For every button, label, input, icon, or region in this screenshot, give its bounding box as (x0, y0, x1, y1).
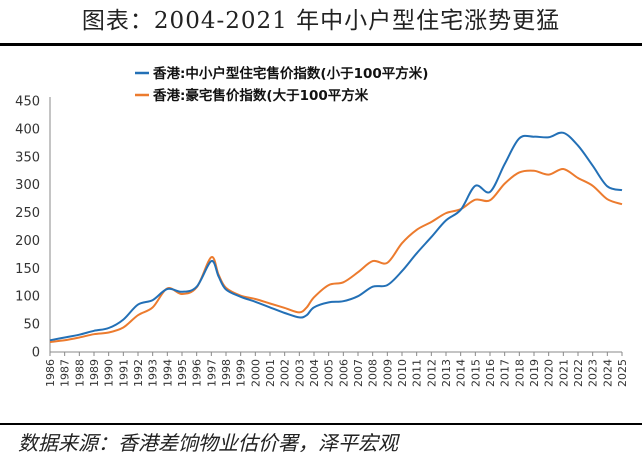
x-tick-label: 1998 (220, 359, 233, 387)
y-tick-label: 300 (15, 178, 40, 193)
x-tick-label: 2004 (308, 359, 321, 387)
y-tick-label: 150 (15, 262, 40, 277)
x-tick-label: 2009 (381, 359, 394, 387)
x-tick-label: 2000 (249, 359, 262, 387)
page-title: 图表：2004-2021 年中小户型住宅涨势更猛 (81, 8, 561, 34)
x-tick-label: 2010 (396, 359, 409, 387)
x-tick-label: 2017 (499, 359, 512, 387)
x-tick-label: 2016 (484, 359, 497, 387)
y-tick-label: 350 (15, 150, 40, 165)
x-tick-label: 2014 (455, 359, 468, 387)
x-tick-label: 2006 (337, 359, 350, 387)
source-note: 数据来源：香港差饷物业估价署，泽平宏观 (18, 431, 398, 455)
x-tick-label: 1987 (59, 359, 72, 387)
y-axis: 0 50 100 150 200 250 300 350 400 450 (15, 95, 51, 361)
x-tick-label: 2023 (587, 359, 600, 387)
x-tick-label: 1996 (191, 359, 204, 387)
series-lines (49, 131, 623, 343)
x-tick-label: 1995 (176, 359, 189, 387)
x-tick-label: 1990 (103, 359, 116, 387)
x-tick-label: 2002 (279, 359, 292, 387)
series-line-small-unit (49, 131, 623, 342)
x-tick-label: 2008 (367, 359, 380, 387)
x-tick-label: 1991 (117, 359, 130, 387)
x-tick-label: 2025 (616, 359, 629, 387)
y-tick-label: 0 (32, 346, 40, 361)
x-tick-label: 2011 (411, 359, 424, 387)
x-tick-label: 2001 (264, 359, 277, 387)
x-tick-label: 2020 (543, 359, 556, 387)
x-tick-label: 1999 (235, 359, 248, 387)
x-tick-label: 1997 (205, 359, 218, 387)
x-tick-label: 2022 (572, 359, 585, 387)
legend-label: 香港:中小户型住宅售价指数(小于100平方米) (152, 65, 428, 82)
y-tick-label: 100 (15, 290, 40, 305)
x-tick-label: 1986 (44, 359, 57, 387)
x-tick-label: 2019 (528, 359, 541, 387)
x-tick-label: 2024 (601, 359, 614, 387)
x-tick-label: 2018 (513, 359, 526, 387)
series-line-luxury (49, 167, 623, 343)
x-tick-label: 2015 (469, 359, 482, 387)
x-tick-label: 2021 (557, 359, 570, 387)
x-tick-label: 1993 (147, 359, 160, 387)
x-tick-label: 1988 (73, 359, 86, 387)
y-tick-label: 450 (15, 95, 40, 110)
y-tick-label: 200 (15, 234, 40, 249)
x-axis: 1986 1987 1988 1989 1990 1991 1992 1993 1994 1995… (44, 351, 629, 387)
x-tick-label: 1994 (161, 359, 174, 387)
x-tick-label: 2007 (352, 359, 365, 387)
x-tick-label: 1992 (132, 359, 145, 387)
line-chart: 0 50 100 150 200 250 300 350 400 450 1986 1987 1988… (15, 65, 629, 387)
y-tick-label: 400 (15, 122, 40, 137)
legend-label: 香港:豪宅售价指数(大于100平方米 (152, 87, 369, 104)
x-tick-label: 2005 (323, 359, 336, 387)
x-tick-label: 1989 (88, 359, 101, 387)
title-divider (0, 43, 642, 46)
legend: 香港:中小户型住宅售价指数(小于100平方米) 香港:豪宅售价指数(大于100平方… (135, 65, 428, 104)
y-tick-label: 250 (15, 206, 40, 221)
x-tick-label: 2013 (440, 359, 453, 387)
y-tick-label: 50 (23, 318, 40, 333)
source-divider (0, 423, 642, 425)
x-tick-label: 2012 (425, 359, 438, 387)
x-tick-label: 2003 (293, 359, 306, 387)
